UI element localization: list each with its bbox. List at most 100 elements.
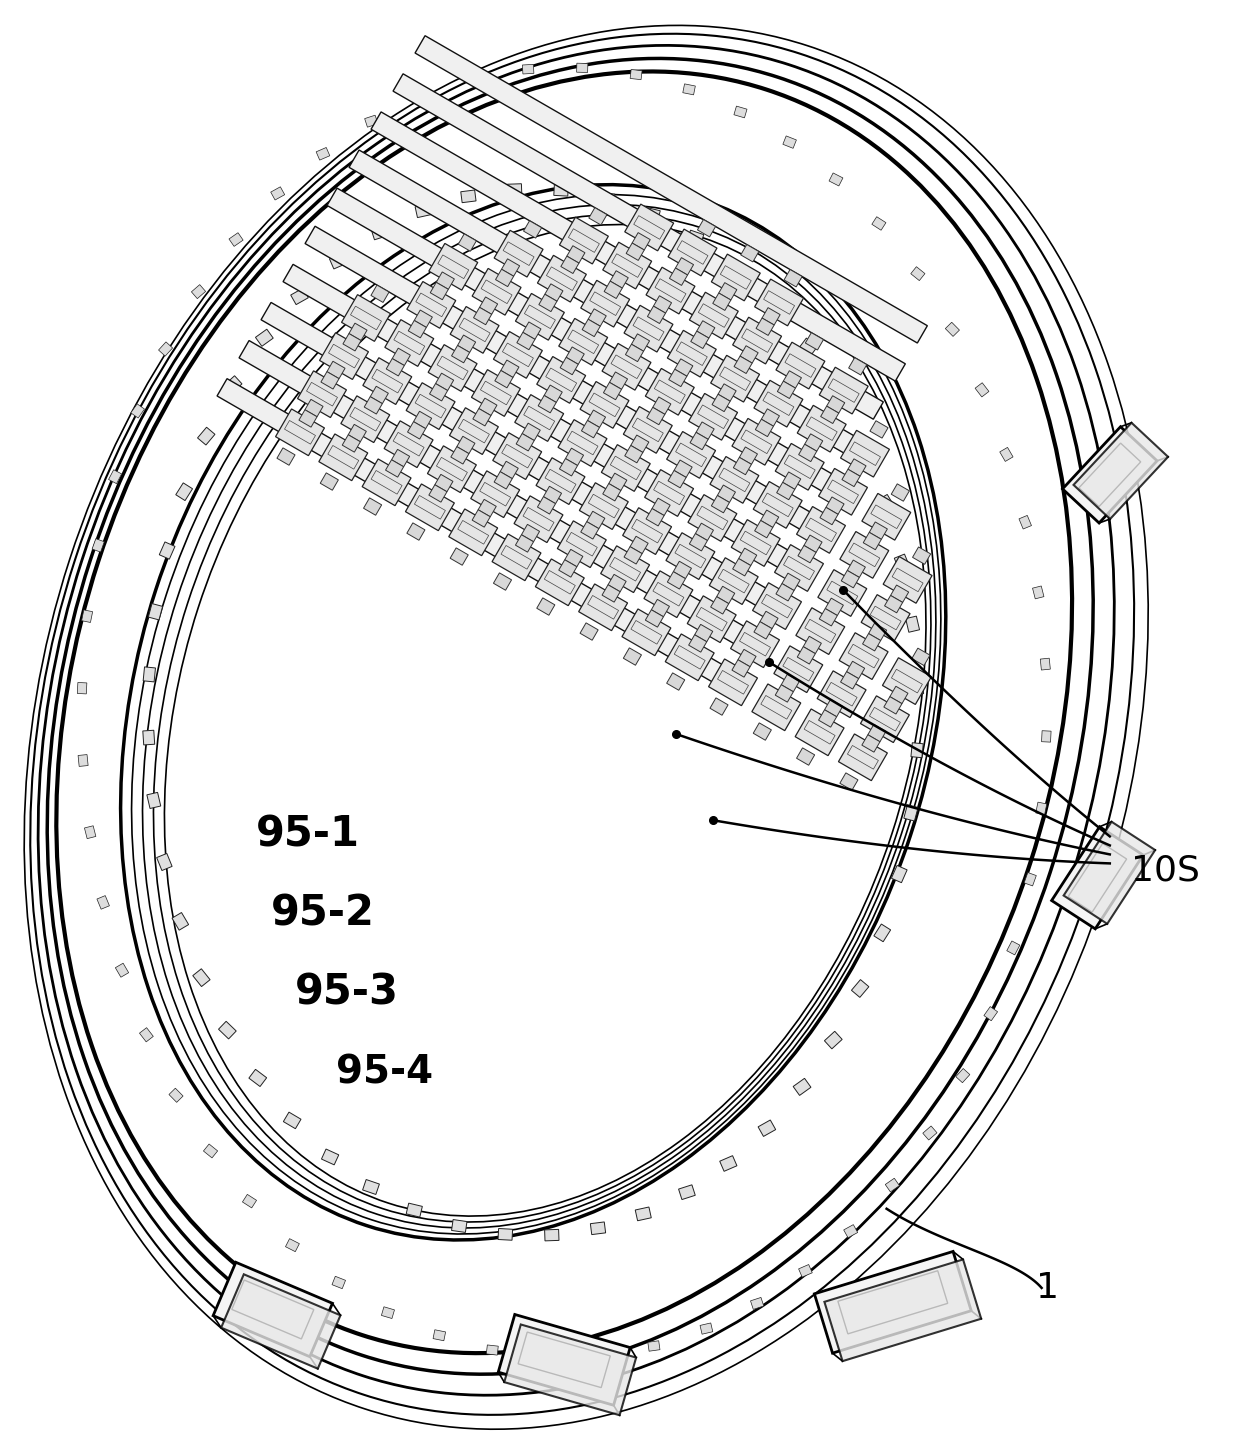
Polygon shape (755, 279, 804, 325)
Polygon shape (884, 596, 903, 613)
Polygon shape (776, 342, 825, 389)
Polygon shape (652, 397, 671, 414)
Polygon shape (371, 386, 388, 404)
Polygon shape (515, 496, 563, 543)
Polygon shape (371, 224, 388, 240)
Polygon shape (577, 63, 588, 72)
Text: 1: 1 (1037, 1271, 1059, 1305)
Polygon shape (848, 459, 866, 476)
Polygon shape (645, 610, 663, 627)
Polygon shape (603, 584, 620, 602)
Polygon shape (84, 826, 95, 839)
Polygon shape (975, 383, 990, 397)
Polygon shape (365, 397, 382, 414)
Polygon shape (382, 1307, 394, 1318)
Polygon shape (609, 473, 627, 491)
Polygon shape (507, 184, 522, 196)
Polygon shape (668, 370, 687, 387)
Polygon shape (841, 430, 889, 478)
Polygon shape (587, 511, 605, 528)
Polygon shape (537, 255, 587, 302)
Polygon shape (229, 233, 243, 246)
Polygon shape (515, 394, 564, 442)
Polygon shape (728, 260, 745, 276)
Polygon shape (694, 625, 713, 642)
Polygon shape (796, 748, 815, 766)
Polygon shape (911, 648, 930, 666)
Polygon shape (675, 460, 692, 478)
Polygon shape (522, 65, 534, 73)
Polygon shape (146, 793, 161, 809)
Polygon shape (825, 699, 843, 717)
Polygon shape (560, 357, 578, 374)
Polygon shape (492, 433, 542, 479)
Ellipse shape (56, 72, 1073, 1353)
Polygon shape (689, 432, 708, 450)
Polygon shape (913, 547, 931, 564)
Polygon shape (1052, 827, 1143, 928)
Polygon shape (883, 557, 932, 603)
Polygon shape (760, 509, 779, 528)
Polygon shape (696, 524, 713, 541)
Polygon shape (797, 406, 846, 452)
Polygon shape (275, 409, 325, 456)
Polygon shape (905, 616, 920, 632)
Polygon shape (687, 596, 737, 643)
Text: 95-3: 95-3 (295, 971, 399, 1014)
Polygon shape (405, 484, 454, 531)
Polygon shape (632, 233, 650, 250)
Polygon shape (172, 912, 188, 930)
Polygon shape (668, 229, 717, 276)
Polygon shape (774, 646, 823, 692)
Polygon shape (408, 321, 427, 338)
Polygon shape (761, 409, 780, 426)
Polygon shape (884, 696, 901, 714)
Polygon shape (332, 1276, 346, 1289)
Polygon shape (603, 344, 651, 390)
Polygon shape (262, 302, 774, 610)
Polygon shape (665, 635, 714, 681)
Polygon shape (645, 368, 694, 414)
Polygon shape (847, 560, 866, 577)
Polygon shape (270, 187, 285, 200)
Polygon shape (213, 1262, 332, 1357)
Polygon shape (536, 458, 585, 505)
Polygon shape (449, 509, 497, 555)
Polygon shape (776, 584, 794, 602)
Text: 95-2: 95-2 (270, 892, 374, 935)
Polygon shape (516, 433, 534, 450)
Polygon shape (670, 268, 687, 285)
Polygon shape (560, 256, 579, 273)
Polygon shape (878, 495, 894, 512)
Polygon shape (872, 217, 885, 230)
Polygon shape (564, 550, 583, 567)
Polygon shape (739, 448, 758, 465)
Polygon shape (1035, 802, 1047, 814)
Polygon shape (730, 620, 780, 668)
Polygon shape (221, 1275, 341, 1368)
Polygon shape (999, 448, 1013, 462)
Polygon shape (799, 545, 816, 563)
Polygon shape (559, 560, 577, 577)
Polygon shape (559, 459, 578, 476)
Polygon shape (255, 330, 273, 347)
Polygon shape (472, 269, 521, 315)
Polygon shape (862, 494, 910, 540)
Polygon shape (776, 482, 795, 499)
Polygon shape (709, 558, 758, 604)
Polygon shape (904, 804, 918, 822)
Polygon shape (559, 217, 609, 263)
Polygon shape (689, 292, 738, 340)
Polygon shape (362, 459, 410, 505)
Polygon shape (754, 380, 802, 427)
Polygon shape (450, 548, 469, 566)
Polygon shape (582, 420, 600, 437)
Polygon shape (869, 522, 888, 540)
Polygon shape (327, 189, 839, 495)
Polygon shape (407, 282, 456, 328)
Polygon shape (299, 410, 317, 427)
Polygon shape (863, 633, 880, 650)
Polygon shape (625, 204, 673, 250)
Polygon shape (624, 305, 673, 353)
Polygon shape (885, 1179, 899, 1191)
